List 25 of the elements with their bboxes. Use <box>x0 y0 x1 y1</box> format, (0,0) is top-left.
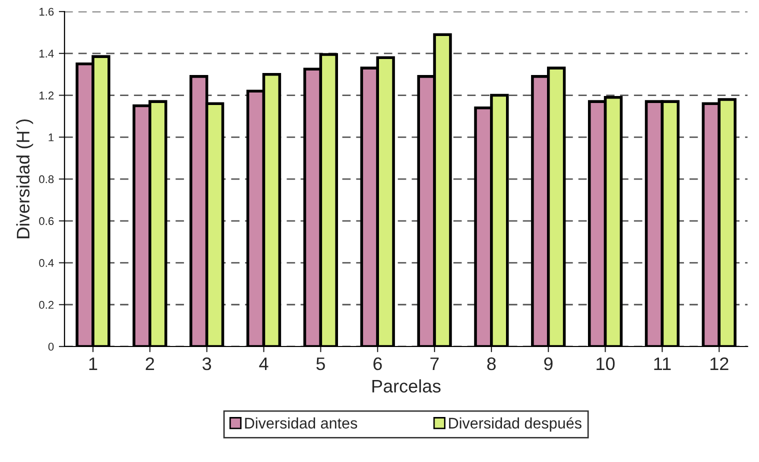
x-axis-title: Parcelas <box>372 379 441 393</box>
y-tick-label: 0.8 <box>39 175 54 184</box>
x-tick-label: 8 <box>487 357 496 370</box>
x-tick-label: 7 <box>430 358 439 370</box>
legend-label: Diversidad antes <box>245 417 358 429</box>
y-tick-label: 0.2 <box>39 300 54 309</box>
x-tick-label: 4 <box>259 358 268 370</box>
y-tick-label: 1.4 <box>40 50 54 58</box>
x-tick-label: 11 <box>654 358 671 370</box>
x-tick-label: 1 <box>89 358 98 370</box>
x-tick-label: 10 <box>596 357 615 370</box>
y-axis-title: Diversidad (H´) <box>16 119 34 238</box>
x-tick-label: 9 <box>544 357 553 370</box>
y-tick-label: 0.6 <box>39 217 54 226</box>
y-tick-label: 1 <box>48 134 54 142</box>
x-tick-label: 5 <box>316 358 325 370</box>
x-tick-label: 6 <box>374 357 382 370</box>
y-tick-label: 1.6 <box>40 8 54 16</box>
x-tick-label: 3 <box>202 357 212 370</box>
x-tick-label: 12 <box>710 357 728 370</box>
x-tick-label: 2 <box>146 357 154 370</box>
y-tick-label: 0 <box>48 342 54 351</box>
legend-label: Diversidad después <box>449 417 582 432</box>
y-tick-label: 1.2 <box>40 92 54 100</box>
y-tick-label: 0.4 <box>39 259 54 267</box>
